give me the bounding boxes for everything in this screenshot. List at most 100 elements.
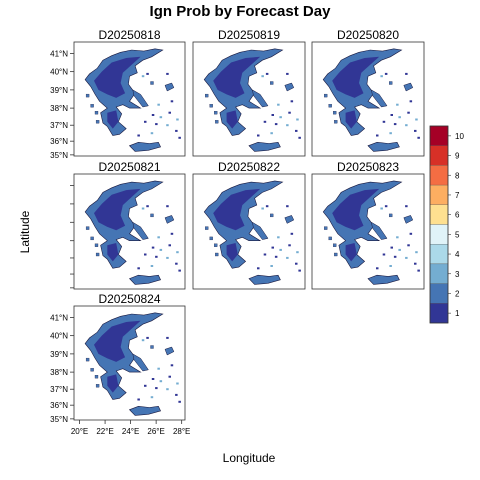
island-shape — [209, 236, 213, 241]
lon-tick-label: 20°E — [71, 427, 88, 436]
island-shape — [168, 111, 171, 114]
island-shape — [214, 111, 218, 115]
island-shape — [324, 226, 328, 230]
island-shape — [132, 89, 149, 108]
island-shape — [284, 215, 295, 224]
island-shape — [376, 267, 379, 270]
island-shape — [150, 213, 154, 218]
island-shape — [263, 253, 267, 256]
island-shape — [417, 136, 420, 139]
map-panel: D20250821 — [73, 160, 186, 290]
island-shape — [170, 232, 174, 235]
island-shape — [159, 248, 163, 251]
island-shape — [85, 93, 90, 98]
panel-title: D20250820 — [337, 28, 399, 42]
island-shape — [157, 236, 160, 239]
island-shape — [263, 120, 267, 123]
high-class-region — [332, 56, 380, 98]
panel-title: D20250824 — [98, 292, 160, 306]
legend-label: 6 — [455, 211, 460, 220]
island-shape — [151, 114, 155, 116]
island-shape — [175, 262, 178, 265]
island-shape — [205, 93, 209, 98]
panel-title: D20250821 — [98, 160, 160, 174]
island-shape — [405, 256, 408, 259]
island-shape — [214, 243, 218, 247]
island-shape — [376, 134, 379, 137]
high-class-region — [94, 320, 141, 362]
lon-tick-label: 26°E — [147, 427, 164, 436]
island-shape — [85, 357, 90, 362]
island-shape — [170, 100, 174, 103]
island-shape — [90, 368, 94, 372]
legend-swatch — [429, 263, 449, 284]
island-shape — [334, 252, 338, 257]
island-shape — [389, 213, 393, 218]
island-shape — [390, 246, 393, 249]
island-shape — [132, 353, 149, 372]
crete-shape — [128, 405, 162, 416]
lat-tick-label: 35°N — [50, 415, 68, 424]
island-shape — [389, 265, 392, 267]
island-shape — [295, 129, 298, 132]
legend-swatch — [429, 204, 449, 225]
island-shape — [146, 336, 149, 339]
island-shape — [407, 111, 410, 114]
island-shape — [398, 248, 401, 251]
island-shape — [94, 243, 99, 247]
crete-shape — [128, 274, 162, 285]
map-panel: D20250820 — [311, 28, 425, 157]
island-shape — [150, 81, 154, 85]
island-shape — [277, 103, 280, 106]
island-shape — [382, 253, 386, 256]
island-shape — [288, 111, 291, 114]
legend-label: 2 — [455, 289, 460, 298]
island-shape — [279, 116, 282, 119]
island-shape — [333, 111, 337, 115]
lat-tick-label: 37°N — [50, 121, 68, 130]
legend: 10 9 8 7 6 5 4 3 2 1 — [429, 125, 464, 324]
island-shape — [261, 207, 264, 210]
panel-title: D20250822 — [218, 160, 280, 174]
island-shape — [405, 205, 408, 208]
panel-title: D20250819 — [218, 28, 280, 42]
legend-label: 10 — [455, 132, 464, 141]
legend-label: 8 — [455, 171, 460, 180]
island-shape — [403, 215, 414, 224]
crete-shape — [367, 141, 400, 152]
island-shape — [168, 244, 171, 247]
island-shape — [164, 346, 175, 356]
x-axis-title: Longitude — [223, 451, 276, 465]
island-shape — [146, 205, 149, 208]
island-shape — [176, 251, 179, 254]
island-shape — [157, 367, 160, 370]
y-axis-title: Latitude — [18, 210, 32, 253]
island-shape — [271, 246, 274, 249]
island-shape — [382, 120, 386, 123]
island-shape — [178, 269, 181, 272]
high-class-region — [345, 243, 357, 262]
island-shape — [371, 221, 388, 240]
legend-swatch — [429, 165, 449, 186]
island-shape — [215, 252, 219, 257]
map-panel: D20250823 — [311, 160, 425, 290]
figure-title: Ign Prob by Forecast Day — [150, 3, 332, 20]
island-shape — [159, 116, 163, 119]
high-class-region — [226, 110, 238, 129]
island-shape — [286, 124, 289, 127]
panel-title: D20250823 — [337, 160, 399, 174]
island-shape — [95, 252, 100, 257]
high-class-region — [94, 188, 141, 231]
island-shape — [286, 205, 289, 208]
crete-shape — [248, 141, 281, 152]
island-shape — [150, 132, 154, 135]
island-shape — [265, 205, 269, 208]
island-shape — [141, 75, 145, 78]
island-shape — [286, 256, 289, 259]
legend-swatch — [429, 145, 449, 166]
legend-label: 3 — [455, 270, 460, 279]
island-shape — [398, 116, 401, 119]
island-shape — [324, 93, 328, 98]
lat-tick-label: 37°N — [50, 385, 68, 394]
legend-label: 7 — [455, 191, 460, 200]
